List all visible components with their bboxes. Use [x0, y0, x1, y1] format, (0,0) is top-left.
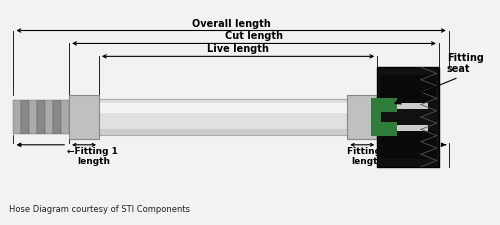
Bar	[377, 67, 439, 167]
Text: Live length: Live length	[207, 44, 269, 54]
Bar	[348, 95, 377, 139]
Text: length: length	[77, 157, 110, 166]
Text: Hose Diagram courtesy of STI Components: Hose Diagram courtesy of STI Components	[10, 205, 190, 214]
Bar	[53, 100, 61, 134]
Text: length: length	[352, 157, 384, 166]
Bar	[371, 122, 397, 136]
Bar	[371, 112, 381, 122]
Bar	[69, 95, 99, 139]
Text: Cut length: Cut length	[225, 32, 283, 41]
Bar	[46, 100, 53, 134]
Text: ←Fitting 1: ←Fitting 1	[67, 147, 118, 156]
Bar	[380, 125, 428, 131]
Bar	[380, 131, 436, 159]
Bar	[99, 99, 348, 135]
Bar	[14, 100, 22, 134]
Bar	[38, 100, 46, 134]
Bar	[99, 103, 348, 113]
Bar	[380, 103, 428, 109]
Text: Fitting
seat: Fitting seat	[447, 53, 484, 74]
Bar	[371, 98, 397, 112]
Bar	[99, 129, 348, 135]
Bar	[61, 100, 69, 134]
Text: Overall length: Overall length	[192, 18, 270, 29]
Bar	[380, 75, 436, 103]
Bar	[30, 100, 38, 134]
Text: Fitting 2→: Fitting 2→	[348, 147, 399, 156]
Bar	[22, 100, 30, 134]
